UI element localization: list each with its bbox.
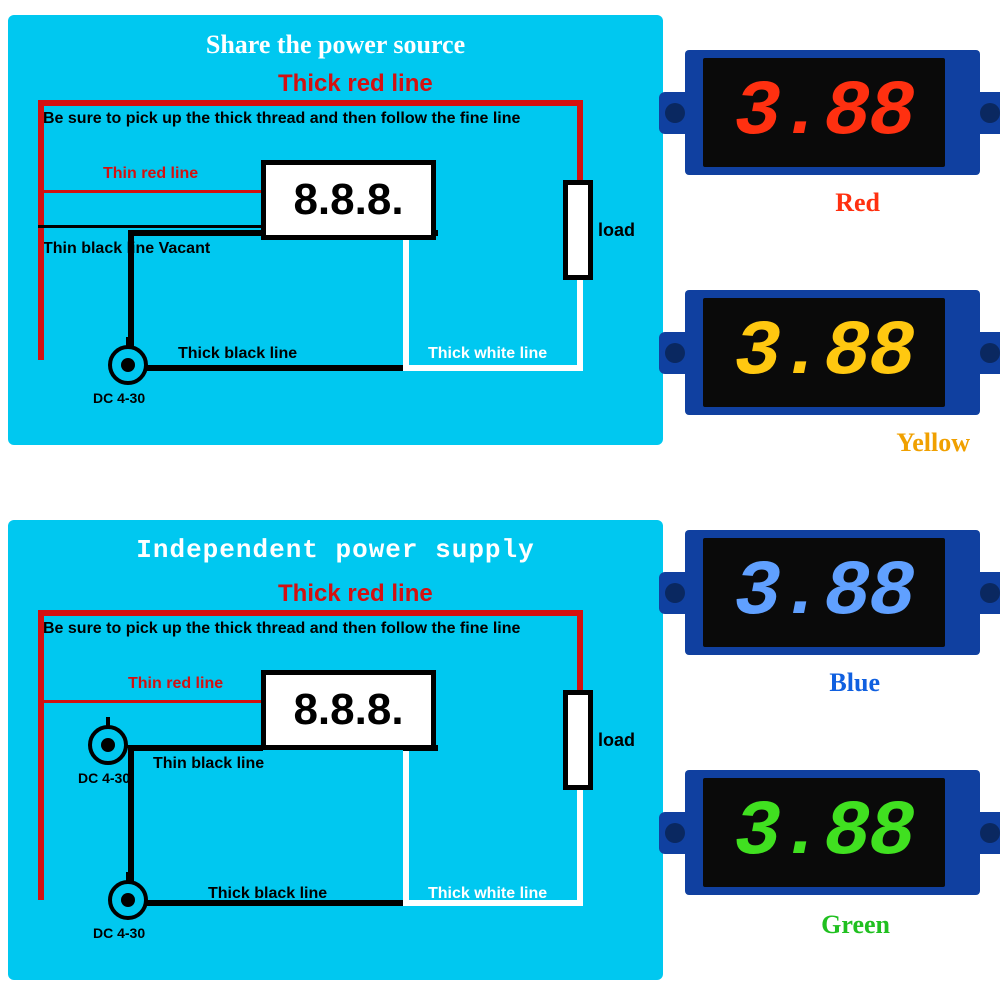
wire xyxy=(403,750,409,905)
product-blue: 3.88 xyxy=(685,530,980,655)
instruction-text: Be sure to pick up the thick thread and … xyxy=(43,110,520,128)
mount-ear xyxy=(659,92,691,134)
dc-label: DC 4-30 xyxy=(93,925,145,941)
product-label-green: Green xyxy=(821,910,890,940)
wire xyxy=(38,190,263,193)
wire xyxy=(38,225,263,228)
led-digits: 3.88 xyxy=(734,554,913,632)
thin-black-label: Thin black line Vacant xyxy=(43,240,210,258)
load-label: load xyxy=(598,220,635,241)
diagram-independent-power: Independent power supply Thick red line … xyxy=(8,520,663,980)
dc-label: DC 4-30 xyxy=(93,390,145,406)
thick-black-label: Thick black line xyxy=(178,345,297,363)
wire xyxy=(38,610,44,900)
led-screen: 3.88 xyxy=(703,298,945,407)
dc-source-icon xyxy=(88,725,128,765)
meter-display: 8.8.8. xyxy=(261,670,436,750)
mount-ear xyxy=(974,332,1000,374)
wire xyxy=(38,100,44,360)
wire xyxy=(403,900,583,906)
panel1-title: Share the power source xyxy=(8,15,663,60)
load-box xyxy=(563,690,593,790)
wire xyxy=(577,610,583,690)
wire xyxy=(403,365,583,371)
thin-red-label: Thin red line xyxy=(128,675,223,693)
wire xyxy=(128,365,408,371)
wire xyxy=(577,100,583,180)
thick-red-label: Thick red line xyxy=(278,580,433,608)
wire xyxy=(38,700,263,703)
instruction-text: Be sure to pick up the thick thread and … xyxy=(43,620,520,638)
load-box xyxy=(563,180,593,280)
diagram-share-power: Share the power source Thick red line Be… xyxy=(8,15,663,445)
led-screen: 3.88 xyxy=(703,538,945,647)
product-red: 3.88 xyxy=(685,50,980,175)
wire xyxy=(577,788,583,906)
panel2-title: Independent power supply xyxy=(8,520,663,565)
wire xyxy=(128,230,263,236)
led-screen: 3.88 xyxy=(703,778,945,887)
wire xyxy=(38,100,583,106)
wire xyxy=(128,745,263,751)
mount-ear xyxy=(974,92,1000,134)
load-label: load xyxy=(598,730,635,751)
led-digits: 3.88 xyxy=(734,74,913,152)
dc-label: DC 4-30 xyxy=(78,770,130,786)
mount-ear xyxy=(659,332,691,374)
meter-display: 8.8.8. xyxy=(261,160,436,240)
wire xyxy=(403,235,409,370)
thick-white-label: Thick white line xyxy=(428,345,547,363)
thin-red-label: Thin red line xyxy=(103,165,198,183)
mount-ear xyxy=(974,572,1000,614)
wire xyxy=(128,900,408,906)
led-digits: 3.88 xyxy=(734,794,913,872)
wire xyxy=(577,278,583,371)
mount-ear xyxy=(974,812,1000,854)
product-yellow: 3.88 xyxy=(685,290,980,415)
wire xyxy=(38,610,583,616)
meter-value: 8.8.8. xyxy=(293,685,403,735)
product-label-yellow: Yellow xyxy=(896,428,970,458)
mount-ear xyxy=(659,572,691,614)
led-screen: 3.88 xyxy=(703,58,945,167)
dc-source-icon xyxy=(108,345,148,385)
product-green: 3.88 xyxy=(685,770,980,895)
mount-ear xyxy=(659,812,691,854)
thick-red-label: Thick red line xyxy=(278,70,433,98)
led-digits: 3.88 xyxy=(734,314,913,392)
product-label-red: Red xyxy=(835,188,880,218)
product-label-blue: Blue xyxy=(829,668,880,698)
dc-source-icon xyxy=(108,880,148,920)
meter-value: 8.8.8. xyxy=(293,175,403,225)
thin-black-label: Thin black line xyxy=(153,755,264,773)
